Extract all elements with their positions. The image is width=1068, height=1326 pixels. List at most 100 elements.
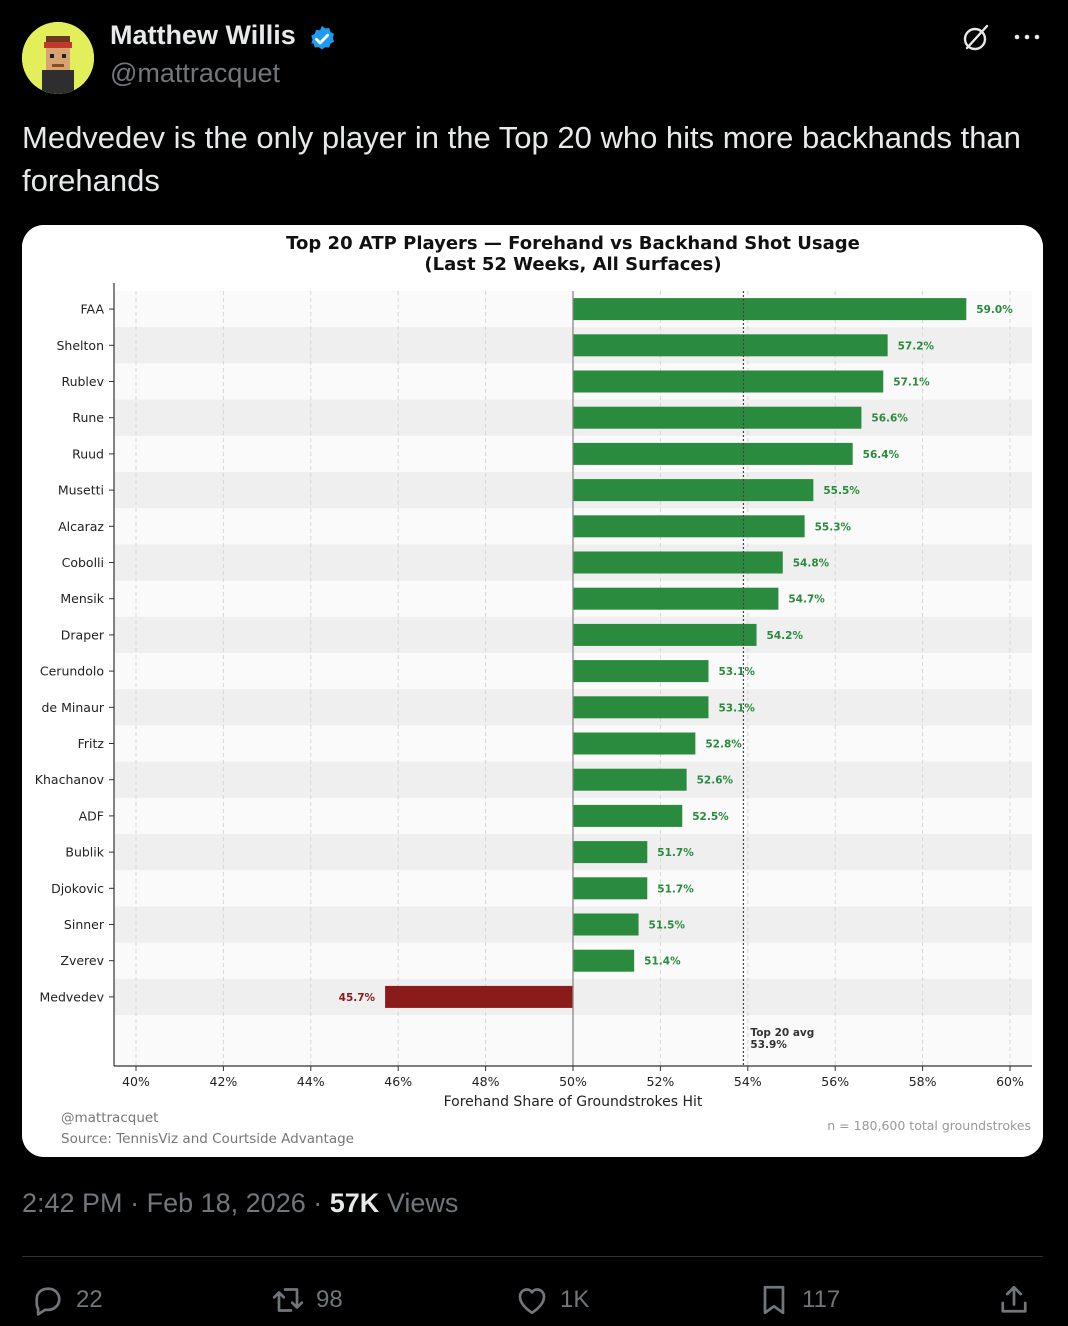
more-options-icon[interactable] — [1012, 24, 1042, 50]
reply-count: 22 — [76, 1286, 103, 1313]
avatar-image — [22, 22, 94, 94]
bar-value-label: 55.3% — [815, 521, 852, 533]
category-label: Rublev — [61, 374, 104, 389]
x-axis-label: Forehand Share of Groundstrokes Hit — [444, 1094, 703, 1110]
bar-value-label: 45.7% — [339, 992, 376, 1004]
x-tick-label: 46% — [384, 1074, 412, 1089]
bookmark-count: 117 — [802, 1286, 841, 1313]
category-label: Alcaraz — [58, 519, 104, 534]
bar-medvedev — [385, 985, 573, 1008]
separator: · — [313, 1188, 323, 1218]
bar-value-label: 54.7% — [788, 594, 825, 606]
bar-fritz — [573, 732, 696, 755]
bar-de-minaur — [573, 696, 709, 719]
category-label: Musetti — [58, 483, 104, 498]
bar-value-label: 53.1% — [718, 666, 755, 678]
category-label: Fritz — [78, 736, 105, 751]
category-label: Cobolli — [62, 555, 104, 570]
bookmark-button[interactable]: 117 — [756, 1282, 840, 1318]
like-button[interactable]: 1K — [514, 1282, 589, 1318]
views-count: 57K — [329, 1188, 380, 1218]
category-label: de Minaur — [42, 700, 105, 715]
avatar[interactable] — [22, 22, 94, 94]
divider — [22, 1256, 1043, 1257]
bar-mensik — [573, 587, 779, 610]
repost-button[interactable]: 98 — [270, 1282, 343, 1318]
display-name[interactable]: Matthew Willis — [110, 20, 296, 50]
bar-value-label: 51.5% — [649, 920, 686, 932]
average-value: 53.9% — [750, 1039, 787, 1051]
chart-subtitle: (Last 52 Weeks, All Surfaces) — [424, 254, 721, 275]
bar-djokovic — [573, 877, 648, 900]
bar-value-label: 51.4% — [644, 956, 681, 968]
chart-source: Source: TennisViz and Courtside Advantag… — [61, 1131, 354, 1147]
bar-value-label: 54.2% — [767, 630, 804, 642]
chart-title: Top 20 ATP Players — Forehand vs Backhan… — [286, 233, 860, 254]
date: Feb 18, 2026 — [146, 1188, 306, 1218]
share-button[interactable] — [996, 1282, 1032, 1318]
chart-image[interactable]: Top 20 ATP Players — Forehand vs Backhan… — [22, 225, 1043, 1157]
bookmark-icon — [763, 1285, 785, 1315]
category-label: Cerundolo — [40, 664, 104, 679]
bar-sinner — [573, 913, 639, 936]
bar-value-label: 56.6% — [871, 413, 908, 425]
bar-shelton — [573, 334, 888, 357]
category-label: Sinner — [64, 917, 105, 932]
x-tick-label: 60% — [996, 1074, 1024, 1089]
bar-khachanov — [573, 768, 687, 791]
bar-alcaraz — [573, 515, 805, 538]
bar-cerundolo — [573, 660, 709, 683]
x-tick-label: 44% — [297, 1074, 325, 1089]
category-label: Ruud — [72, 446, 104, 461]
average-label: Top 20 avg — [750, 1027, 814, 1039]
x-tick-label: 52% — [647, 1074, 675, 1089]
category-label: Shelton — [57, 338, 105, 353]
x-tick-label: 42% — [210, 1074, 238, 1089]
bar-value-label: 52.8% — [705, 739, 742, 751]
category-label: Djokovic — [51, 881, 104, 896]
bar-zverev — [573, 949, 635, 972]
x-tick-label: 56% — [821, 1074, 849, 1089]
bar-draper — [573, 623, 757, 646]
x-tick-label: 54% — [734, 1074, 762, 1089]
share-icon — [1001, 1285, 1027, 1313]
bar-chart: Top 20 ATP Players — Forehand vs Backhan… — [22, 225, 1043, 1157]
bar-value-label: 57.1% — [893, 377, 930, 389]
separator: · — [130, 1188, 140, 1218]
repost-icon — [272, 1288, 304, 1312]
category-label: FAA — [81, 302, 105, 317]
bar-value-label: 57.2% — [898, 340, 935, 352]
views-label: Views — [386, 1188, 459, 1218]
bar-bublik — [573, 841, 648, 864]
category-label: Khachanov — [35, 772, 105, 787]
bar-value-label: 52.5% — [692, 811, 729, 823]
heart-icon — [518, 1288, 546, 1315]
reply-button[interactable]: 22 — [30, 1282, 103, 1318]
tweet-timestamp[interactable]: 2:42 PM · Feb 18, 2026 · 57K Views — [22, 1188, 458, 1219]
category-label: Bublik — [65, 845, 104, 860]
tweet-text: Medvedev is the only player in the Top 2… — [22, 120, 1021, 198]
category-label: Zverev — [60, 953, 104, 968]
category-label: Rune — [72, 410, 104, 425]
x-tick-label: 50% — [559, 1074, 587, 1089]
grok-icon[interactable] — [960, 22, 992, 54]
bar-value-label: 56.4% — [863, 449, 900, 461]
bar-faa — [573, 298, 967, 321]
bar-cobolli — [573, 551, 783, 574]
bar-rublev — [573, 370, 884, 393]
bar-adf — [573, 804, 683, 827]
bar-value-label: 54.8% — [793, 558, 830, 570]
bar-value-label: 52.6% — [697, 775, 734, 787]
chart-watermark: @mattracquet — [61, 1110, 158, 1126]
bar-musetti — [573, 479, 814, 502]
category-label: ADF — [79, 808, 104, 823]
bar-value-label: 53.1% — [718, 702, 755, 714]
handle[interactable]: @mattracquet — [110, 58, 280, 88]
x-tick-label: 48% — [472, 1074, 500, 1089]
category-label: Draper — [61, 627, 105, 642]
verified-badge-icon — [311, 25, 334, 50]
bar-value-label: 55.5% — [823, 485, 860, 497]
bar-ruud — [573, 442, 853, 465]
x-tick-label: 58% — [909, 1074, 937, 1089]
category-label: Medvedev — [39, 989, 104, 1004]
